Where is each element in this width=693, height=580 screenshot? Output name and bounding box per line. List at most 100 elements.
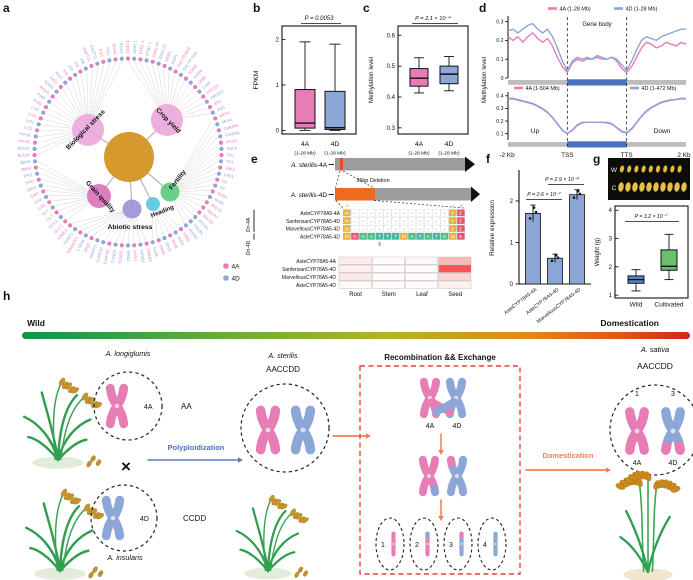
gene-dot — [101, 240, 106, 245]
gene-dot — [207, 104, 213, 110]
box — [439, 65, 459, 85]
shape — [274, 499, 282, 506]
fan-line — [93, 61, 117, 116]
wild-seed — [655, 165, 661, 173]
shape — [453, 472, 468, 497]
alignment-char: G — [361, 234, 365, 240]
polyploidization-arrow-head — [238, 457, 243, 463]
fan-line — [176, 142, 219, 186]
alignment-cell — [432, 217, 441, 225]
data-dot — [576, 189, 580, 193]
gene-label: CsMYB1 — [95, 246, 104, 264]
alignment-char: E — [459, 234, 462, 240]
alignment-char: - — [427, 212, 429, 217]
fan-line — [62, 201, 89, 216]
recombination-box — [359, 365, 521, 575]
alignment-cell — [424, 224, 433, 232]
gene-dot — [32, 153, 37, 158]
fan-line — [38, 131, 73, 138]
alignment-char: - — [403, 212, 405, 217]
gene-dot — [215, 177, 220, 182]
legend-label: 4D (1-28 Mb) — [626, 7, 658, 13]
gene-dot — [125, 243, 131, 248]
gene-dot — [67, 76, 73, 81]
alignment-char: - — [436, 227, 438, 232]
consensus-char: · — [444, 203, 445, 208]
alignment-cell — [448, 224, 457, 232]
alignment-char: - — [362, 227, 364, 232]
alignment-char: - — [395, 220, 397, 225]
gene-label: Ghd7.1 — [132, 39, 138, 53]
gene-dot — [213, 116, 218, 121]
gamete-ellipse — [443, 517, 473, 571]
gene-label: RGA4 — [119, 42, 125, 54]
fan-line — [76, 76, 85, 115]
fan-line — [88, 68, 93, 115]
heatmap-cell — [338, 272, 372, 281]
x-tick: 4A — [301, 141, 310, 148]
gene-dot — [219, 153, 224, 158]
gene-dot — [215, 122, 220, 127]
consensus-char: · — [387, 203, 388, 208]
sterilis-chr-4A — [255, 405, 281, 455]
shape — [56, 418, 92, 462]
alignment-row-label: AsteCYP78A5-4D — [300, 234, 340, 240]
alignment-char: - — [379, 227, 381, 232]
gene-label: LRK1 — [223, 172, 235, 179]
alignment-cell — [351, 209, 359, 217]
y-tick: 0.3 — [496, 106, 503, 112]
alignment-char: - — [387, 212, 389, 217]
fan-line — [180, 97, 202, 112]
fan-line — [154, 210, 164, 236]
fan-line — [37, 160, 89, 191]
recomb-step-arrow-head — [438, 516, 444, 521]
fan-line — [177, 197, 198, 211]
domestication-label: Domestication — [600, 318, 659, 328]
shape — [263, 425, 281, 455]
gene-label: TOND1 — [110, 249, 117, 264]
gene-label: DREB2 — [146, 248, 154, 263]
fan-line — [81, 212, 124, 231]
alignment-char: - — [395, 227, 397, 232]
gene-label: Pi9 — [67, 64, 75, 72]
alignment-cell — [342, 232, 351, 240]
alignment-char: A — [370, 234, 374, 240]
alignment-cell — [448, 217, 457, 225]
gene-dot — [183, 76, 189, 81]
consensus-char: · — [420, 203, 421, 208]
alignment-char: T — [435, 234, 438, 240]
fan-line — [179, 190, 211, 192]
deletion-site — [340, 158, 343, 171]
box — [409, 68, 429, 87]
gene-dot — [218, 140, 224, 145]
gene-arrow-4A — [465, 156, 475, 172]
alignment-cell — [391, 224, 400, 232]
fan-line — [178, 195, 202, 207]
shape — [494, 542, 497, 546]
shape — [290, 508, 296, 516]
alignment-char: G — [443, 234, 447, 240]
line — [446, 455, 456, 468]
y-tick: 1 — [510, 240, 514, 246]
gene-dot — [83, 233, 88, 238]
shape — [619, 536, 650, 574]
heatmap-cell — [338, 280, 372, 289]
fan-line — [39, 172, 88, 192]
gene-dot — [173, 230, 178, 235]
gene-label: TH1 — [226, 152, 235, 157]
y-tick: 2 — [510, 199, 514, 205]
shape — [64, 382, 73, 390]
fan-line — [58, 199, 88, 211]
fan-line — [176, 136, 218, 185]
panel-label-g: g — [593, 152, 601, 166]
y-tick: 0.4 — [387, 95, 396, 101]
alignment-cell — [432, 209, 441, 217]
gene-dot — [168, 233, 173, 238]
consensus-char: · — [395, 203, 396, 208]
gene-dot — [54, 210, 59, 215]
alignment-char: - — [427, 227, 429, 232]
shape — [71, 387, 79, 394]
fan-line — [173, 80, 185, 106]
fan-line — [158, 208, 180, 228]
gene-dot — [207, 194, 213, 200]
